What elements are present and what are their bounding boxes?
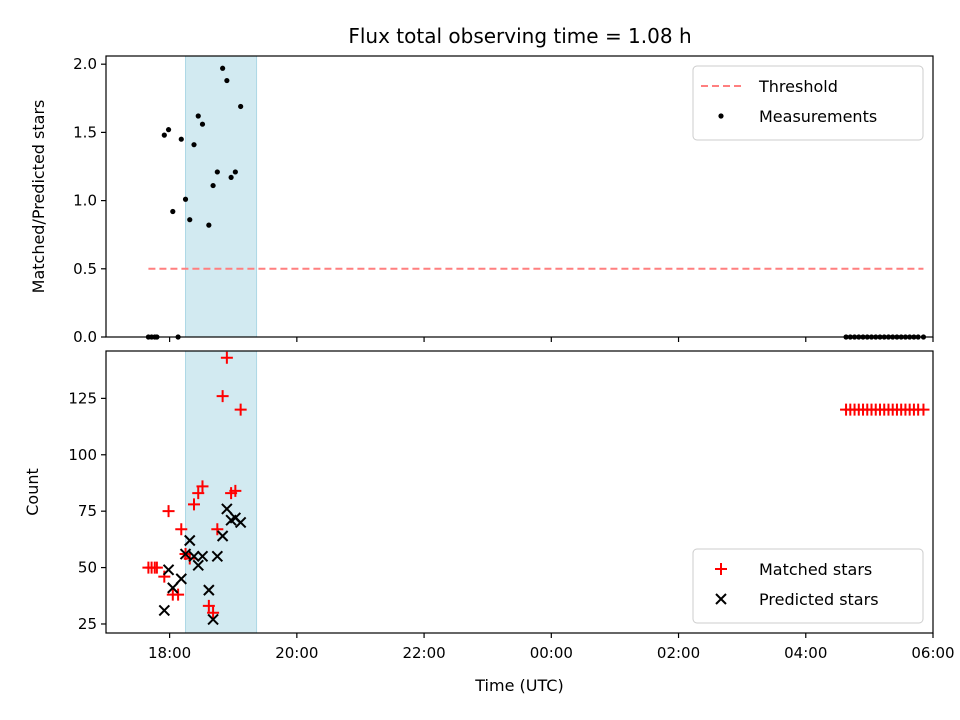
predicted-star-point [167, 582, 179, 594]
legend-label: Matched stars [759, 560, 872, 579]
axes-frame [105, 55, 934, 338]
matched-star-point [234, 403, 247, 416]
y-tick-label: 75 [78, 502, 97, 520]
observing-window-band [185, 55, 258, 338]
x-tick-label: 18:00 [148, 644, 191, 662]
measurement-point [238, 103, 244, 110]
matched-star-point [216, 390, 229, 403]
matched-star-point [158, 570, 171, 583]
x-tick-label: 02:00 [657, 644, 700, 662]
y-tick-label: 1.5 [73, 123, 97, 141]
panel-1: 0.0 0.5 1.0 1.5 2.0 Matched/Predicted stars Th… [29, 55, 934, 346]
predicted-star-point [196, 550, 209, 563]
matched-star-point [188, 498, 201, 511]
predicted-star-point [211, 550, 224, 563]
y-tick-label: 0.0 [73, 328, 97, 346]
chart-title: Flux total observing time = 1.08 h [348, 24, 691, 48]
legend: Matched stars Predicted stars [692, 548, 924, 624]
matched-star-point [220, 351, 233, 364]
legend-label: Measurements [759, 107, 877, 126]
measurement-point [165, 127, 172, 133]
matched-star-point [917, 403, 930, 416]
predicted-star-point [221, 503, 233, 515]
observing-window-band [185, 350, 258, 634]
predicted-star-point [162, 564, 175, 576]
measurement-point [214, 169, 220, 175]
matched-star-point [172, 588, 185, 601]
predicted-star-point [203, 584, 215, 596]
matched-star-point [202, 599, 215, 612]
x-tick-label: 06:00 [911, 644, 954, 662]
predicted-star-point [179, 548, 192, 560]
x-axis-label: Time (UTC) [474, 676, 563, 695]
matched-star-point [229, 484, 242, 497]
panel-2: 25 50 75 100 125 18:00 20:00 22:00 00:00 02:00 04:… [23, 350, 955, 695]
measurement-point [210, 182, 216, 189]
axes-frame [105, 350, 934, 634]
legend-box [692, 65, 924, 141]
predicted-star-point [188, 550, 200, 563]
matched-star-point [162, 505, 175, 518]
y-tick-label: 1.0 [73, 192, 97, 210]
matched-star-point [211, 523, 224, 536]
predicted-star-point [175, 573, 187, 585]
matched-star-point [150, 561, 163, 574]
predicted-star-point [216, 530, 229, 542]
measurement-point [195, 113, 201, 119]
x-tick-label: 22:00 [402, 644, 445, 662]
measurement-point [206, 222, 212, 228]
series-predicted-stars [158, 503, 247, 626]
predicted-star-point [234, 516, 247, 529]
x-tick-label: 00:00 [530, 644, 573, 662]
series-matched-stars [142, 351, 930, 619]
measurement-point [182, 196, 189, 202]
legend-marker-matched [715, 563, 727, 575]
measurement-point [199, 121, 206, 127]
y-tick-label: 125 [68, 389, 97, 407]
measurement-point [191, 142, 197, 148]
x-tick-label: 04:00 [784, 644, 827, 662]
measurement-point [187, 217, 193, 223]
measurement-point [161, 132, 167, 138]
legend-marker-measurement [718, 113, 724, 119]
measurement-point [228, 174, 234, 181]
matched-star-point [175, 523, 188, 536]
legend-label: Threshold [758, 77, 838, 96]
legend-marker-predicted [715, 593, 727, 605]
measurement-point [178, 136, 184, 142]
predicted-star-point [207, 613, 219, 626]
measurement-point [232, 169, 238, 175]
y-tick-label: 100 [68, 446, 97, 464]
measurement-point [224, 77, 230, 84]
measurement-point [220, 65, 226, 71]
measurement-point [170, 208, 176, 215]
matched-star-point [196, 480, 209, 493]
y-tick-label: 0.5 [73, 260, 97, 278]
legend-label: Predicted stars [759, 590, 879, 609]
y-tick-label: 2.0 [73, 55, 97, 73]
legend: Threshold Measurements [692, 65, 924, 141]
legend-box [692, 548, 924, 624]
y-tick-label: 50 [78, 559, 97, 577]
matched-star-point [207, 606, 220, 619]
y-axis-label: Matched/Predicted stars [29, 100, 48, 294]
predicted-star-point [158, 604, 171, 617]
matched-star-point [192, 487, 205, 500]
y-axis-label: Count [23, 468, 42, 516]
x-tick-label: 20:00 [275, 644, 318, 662]
y-tick-label: 25 [78, 615, 97, 633]
predicted-star-point [184, 534, 196, 547]
predicted-star-point [192, 559, 204, 572]
